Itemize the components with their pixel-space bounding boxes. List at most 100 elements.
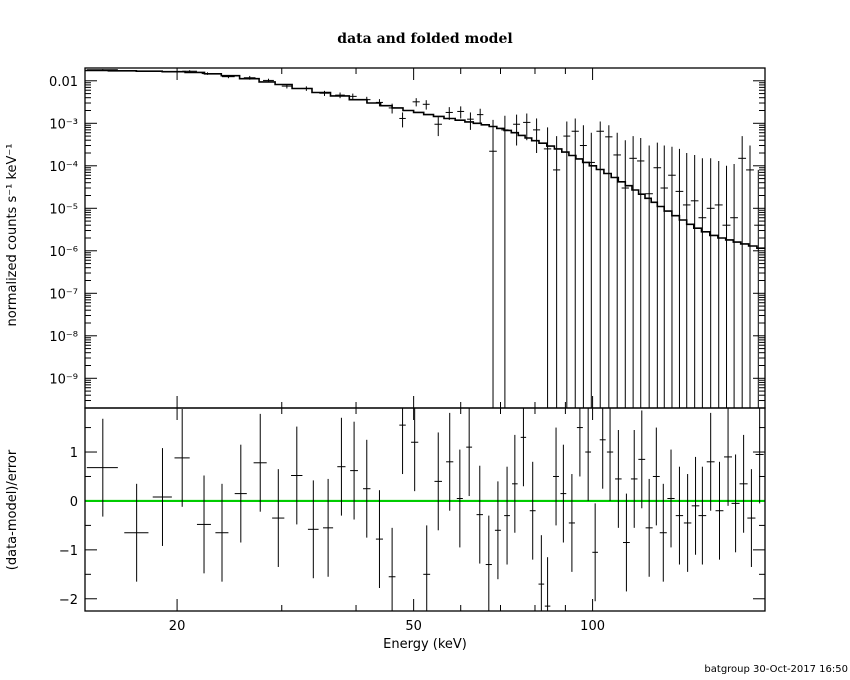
data-point (445, 107, 453, 120)
residual-point (411, 408, 419, 492)
y-tick-label: 10⁻⁸ (49, 330, 78, 345)
data-point (182, 70, 197, 73)
residual-point (630, 430, 638, 528)
residual-point (466, 408, 473, 497)
residual-point (731, 454, 740, 553)
residual-point (494, 481, 501, 580)
data-point (489, 119, 497, 408)
residual-point (272, 469, 285, 567)
residual-point (323, 478, 334, 577)
bottom-y-tick-labels: 1 0 −1 −2 (59, 446, 78, 608)
data-point (201, 72, 214, 75)
residual-point (560, 444, 567, 543)
data-point (714, 160, 723, 408)
residual-point (698, 466, 707, 565)
residual-point (363, 439, 371, 538)
residual-point (715, 461, 724, 560)
data-point (513, 114, 521, 146)
spectrum-panel: 0.01 10⁻³ 10⁻⁴ 10⁻⁵ 10⁻⁶ 10⁻⁷ 10⁻⁸ 10⁻⁹ (49, 67, 766, 409)
residual-point (446, 412, 454, 511)
residual-point (485, 515, 492, 611)
residual-point (652, 427, 660, 526)
residual-point (291, 426, 303, 525)
data-point (533, 118, 541, 153)
data-point (579, 125, 587, 408)
data-point (457, 106, 465, 119)
data-point (596, 121, 604, 408)
data-point (388, 103, 396, 114)
x-axis-label: Energy (keV) (383, 637, 467, 652)
residual-point (529, 461, 536, 560)
y-tick-label: −1 (59, 544, 78, 559)
residual-point (638, 410, 646, 509)
footer-credit: batgroup 30-Oct-2017 16:50 (704, 664, 848, 675)
residual-point (747, 469, 756, 567)
residual-point (615, 430, 622, 528)
data-point (281, 84, 292, 89)
residual-point (152, 448, 172, 546)
residual-point (675, 466, 684, 565)
residual-point (724, 408, 732, 506)
y-tick-label: 10⁻⁵ (49, 202, 78, 217)
data-point (86, 69, 118, 71)
residual-point (544, 557, 551, 611)
data-point (476, 108, 484, 124)
residual-point (399, 408, 406, 475)
residual-point (691, 456, 700, 555)
residual-point (350, 421, 358, 520)
residual-point (683, 474, 692, 572)
bottom-y-axis-label: (data-model)/error (5, 449, 20, 570)
residual-point (659, 483, 667, 582)
y-tick-label: 0.01 (49, 75, 78, 90)
bottom-frame (84, 407, 766, 612)
y-tick-label: 10⁻⁶ (49, 245, 78, 260)
residual-point (592, 503, 598, 602)
residual-point (423, 525, 431, 611)
residual-point (174, 408, 190, 507)
data-point (754, 169, 763, 408)
bottom-ticks (85, 408, 765, 611)
data-point (563, 121, 571, 408)
data-point (653, 142, 662, 408)
residual-point (86, 418, 118, 517)
residual-point (706, 412, 715, 511)
data-point (621, 140, 629, 408)
data-point (690, 154, 699, 408)
residual-point (576, 408, 583, 477)
residual-point (553, 427, 559, 526)
data-point (553, 136, 561, 408)
y-tick-label: 10⁻⁴ (49, 160, 78, 175)
residual-point (476, 465, 483, 564)
residual-point (456, 449, 463, 548)
residual-point (606, 408, 614, 501)
data-point (613, 132, 621, 408)
y-tick-label: 10⁻⁹ (49, 372, 78, 387)
data-point (348, 93, 357, 100)
data-point (645, 145, 653, 408)
data-point (682, 153, 691, 408)
data-point (124, 70, 149, 72)
residual-point (538, 535, 545, 611)
data-point (738, 136, 747, 408)
data-point (243, 75, 256, 80)
residual-panel: 1 0 −1 −2 (59, 407, 766, 612)
y-tick-label: 10⁻⁷ (49, 287, 78, 302)
residual-point (375, 490, 383, 589)
x-tick-labels: 20 50 100 (169, 619, 605, 634)
folded-model-series (85, 69, 765, 249)
residual-point (645, 478, 653, 577)
residual-point (568, 474, 575, 572)
data-point (523, 113, 531, 141)
data-point (501, 115, 509, 408)
data-point (587, 132, 595, 408)
residual-point (739, 434, 748, 533)
data-point (571, 118, 579, 408)
residual-points (86, 408, 764, 611)
data-point (375, 99, 383, 107)
data-point (319, 90, 330, 96)
residual-point (253, 413, 267, 512)
residual-point (124, 483, 149, 582)
top-ticks (85, 67, 765, 409)
top-y-tick-labels: 0.01 10⁻³ 10⁻⁴ 10⁻⁵ 10⁻⁶ 10⁻⁷ 10⁻⁸ 10⁻⁹ (49, 75, 78, 387)
residual-point (622, 493, 630, 592)
